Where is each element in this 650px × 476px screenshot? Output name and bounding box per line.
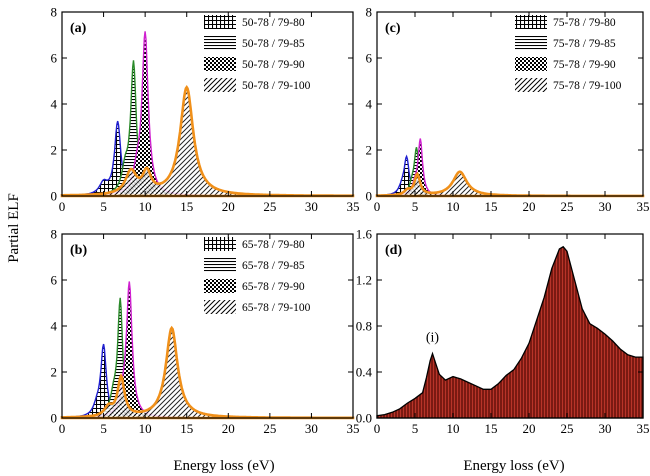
y-tick-label-1: 0.4: [356, 365, 373, 380]
y-tick-label-0: 0.0: [356, 411, 372, 426]
legend-label-3: 50-78 / 79-90: [242, 59, 305, 71]
legend-label-3: 65-78 / 79-90: [242, 281, 305, 293]
area-curve: [376, 245, 644, 419]
y-tick-label-4: 1.6: [356, 227, 373, 242]
legend-swatch-4: [515, 78, 547, 92]
y-tick-label-1: 2: [366, 143, 373, 158]
x-tick-label-1: 5: [412, 421, 419, 436]
x-tick-label-6: 30: [305, 199, 318, 214]
legend-swatch-3: [515, 57, 547, 71]
legend-swatch-1: [204, 15, 236, 29]
x-tick-label-4: 20: [523, 199, 536, 214]
x-tick-label-4: 20: [523, 421, 536, 436]
series-area-3: [61, 31, 354, 197]
x-tick-label-4: 20: [222, 421, 235, 436]
series-area-4: [375, 170, 645, 198]
legend-swatch-1: [515, 15, 547, 29]
x-tick-label-5: 25: [561, 421, 574, 436]
legend-swatch-2: [515, 36, 547, 50]
legend-label-1: 50-78 / 79-80: [242, 17, 305, 29]
legend-label-1: 75-78 / 79-80: [553, 17, 616, 29]
panel-label: (d): [385, 243, 402, 258]
y-tick-label-2: 4: [51, 319, 58, 334]
x-tick-label-3: 15: [180, 199, 193, 214]
x-tick-label-2: 10: [447, 421, 460, 436]
x-tick-label-1: 5: [100, 421, 107, 436]
legend-label-2: 50-78 / 79-85: [242, 38, 305, 50]
x-tick-label-0: 0: [59, 421, 66, 436]
panel-label: (a): [70, 21, 87, 36]
y-tick-label-0: 0: [51, 411, 58, 426]
legend-swatch-4: [204, 300, 236, 314]
legend-swatch-1: [204, 237, 236, 251]
x-tick-label-2: 10: [139, 421, 152, 436]
plot-area: [375, 138, 645, 198]
legend-label-4: 75-78 / 79-100: [553, 80, 622, 92]
y-tick-label-4: 8: [366, 5, 373, 20]
legend-swatch-2: [204, 36, 236, 50]
legend-label-3: 75-78 / 79-90: [553, 59, 616, 71]
y-tick-label-0: 0: [51, 189, 58, 204]
y-tick-label-0: 0: [366, 189, 373, 204]
panel-b: 65-78 / 79-80 65-78 / 79-85 65-78 / 79-90 6…: [51, 227, 360, 437]
y-tick-label-3: 6: [51, 273, 58, 288]
x-tick-label-1: 5: [100, 199, 107, 214]
legend: 75-78 / 79-80 75-78 / 79-85 75-78 / 79-90 7…: [515, 15, 622, 92]
x-tick-label-0: 0: [374, 199, 381, 214]
x-tick-label-2: 10: [139, 199, 152, 214]
y-tick-label-4: 8: [51, 5, 58, 20]
panel-label: (c): [385, 21, 401, 36]
x-tick-label-5: 25: [561, 199, 574, 214]
plot-area: [60, 31, 355, 198]
panel-a: 50-78 / 79-80 50-78 / 79-85 50-78 / 79-90 5…: [51, 5, 360, 215]
y-tick-label-1: 2: [51, 365, 58, 380]
x-tick-label-7: 35: [347, 421, 360, 436]
x-tick-label-5: 25: [263, 199, 276, 214]
y-tick-label-2: 4: [366, 97, 373, 112]
legend-label-2: 65-78 / 79-85: [242, 260, 305, 272]
x-tick-label-3: 15: [485, 199, 498, 214]
legend-label-2: 75-78 / 79-85: [553, 38, 616, 50]
x-tick-label-2: 10: [447, 199, 460, 214]
panel-d: (i) 0 5 10 15 20 25 30 35 0.0 0.4 0.8 1.2 1.6 (d): [356, 227, 650, 437]
y-tick-label-2: 0.8: [356, 319, 372, 334]
legend-label-4: 65-78 / 79-100: [242, 302, 311, 314]
y-tick-label-2: 4: [51, 97, 58, 112]
legend-swatch-3: [204, 57, 236, 71]
x-tick-label-7: 35: [637, 199, 650, 214]
x-tick-label-6: 30: [305, 421, 318, 436]
x-tick-label-7: 35: [347, 199, 360, 214]
legend-label-1: 65-78 / 79-80: [242, 239, 305, 251]
y-tick-label-3: 6: [366, 51, 373, 66]
legend-label-4: 50-78 / 79-100: [242, 80, 311, 92]
x-tick-label-0: 0: [59, 199, 66, 214]
x-axis-label-left: Energy loss (eV): [173, 458, 274, 474]
x-tick-label-6: 30: [599, 199, 612, 214]
legend: 65-78 / 79-80 65-78 / 79-85 65-78 / 79-90 6…: [204, 237, 311, 314]
x-tick-label-0: 0: [374, 421, 381, 436]
legend: 50-78 / 79-80 50-78 / 79-85 50-78 / 79-90 5…: [204, 15, 311, 92]
x-tick-label-1: 5: [412, 199, 419, 214]
panel-c: 75-78 / 79-80 75-78 / 79-85 75-78 / 79-90 7…: [366, 5, 650, 215]
legend-swatch-3: [204, 279, 236, 293]
legend-swatch-2: [204, 258, 236, 272]
y-tick-label-4: 8: [51, 227, 58, 242]
x-tick-label-5: 25: [263, 421, 276, 436]
x-tick-label-3: 15: [485, 421, 498, 436]
x-tick-label-6: 30: [599, 421, 612, 436]
x-tick-label-7: 35: [637, 421, 650, 436]
y-tick-label-3: 6: [51, 51, 58, 66]
y-tick-label-1: 2: [51, 143, 58, 158]
y-tick-label-3: 1.2: [356, 273, 372, 288]
y-axis-label: Partial ELF: [6, 193, 22, 263]
x-tick-label-3: 15: [180, 421, 193, 436]
plot-area: [376, 245, 644, 419]
x-tick-label-4: 20: [222, 199, 235, 214]
x-axis-label-right: Energy loss (eV): [463, 458, 564, 474]
panel-label: (b): [70, 243, 87, 258]
legend-swatch-4: [204, 78, 236, 92]
annotation-label: (i): [426, 331, 440, 346]
